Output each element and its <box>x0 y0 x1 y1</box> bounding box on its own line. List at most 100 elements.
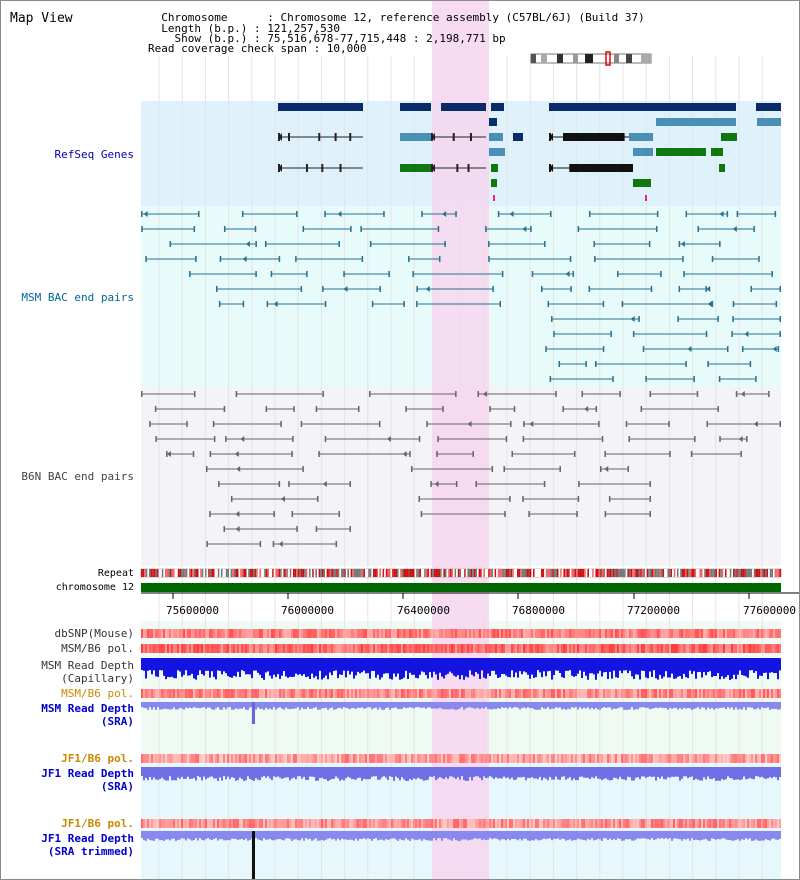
polymorphism-cell <box>195 754 197 763</box>
read-depth-bar <box>229 702 231 708</box>
read-depth-bar <box>731 702 733 708</box>
repeat-block <box>273 569 276 577</box>
read-depth-bar <box>383 831 385 841</box>
read-depth-bar <box>329 767 331 780</box>
msm-bac-pair-end <box>753 226 755 232</box>
read-depth-bar <box>587 658 589 680</box>
polymorphism-cell <box>237 689 239 698</box>
polymorphism-cell <box>671 819 673 828</box>
polymorphism-cell <box>481 689 483 698</box>
polymorphism-cell <box>141 754 143 763</box>
polymorphism-cell <box>361 689 363 698</box>
read-depth-bar <box>721 702 723 708</box>
repeat-block <box>728 569 730 577</box>
polymorphism-cell <box>199 689 201 698</box>
polymorphism-cell <box>233 689 235 698</box>
b6n-bac-pair-end <box>296 526 298 532</box>
repeat-block <box>193 569 196 577</box>
read-depth-bar <box>199 702 201 709</box>
read-depth-bar <box>483 767 485 777</box>
read-depth-bar <box>631 831 633 841</box>
read-depth-bar <box>691 831 693 839</box>
read-depth-bar <box>547 658 549 672</box>
polymorphism-cell <box>585 644 587 653</box>
repeat-block <box>688 569 690 577</box>
read-depth-bar <box>179 658 181 672</box>
polymorphism-cell <box>265 754 267 763</box>
read-depth-bar <box>709 767 711 779</box>
polymorphism-cell <box>757 644 759 653</box>
read-depth-bar <box>171 702 173 710</box>
polymorphism-cell <box>281 629 283 638</box>
polymorphism-cell <box>271 754 273 763</box>
read-depth-bar <box>703 767 705 778</box>
b6n-bac-pair-arrow <box>322 481 327 487</box>
repeat-block <box>587 569 589 577</box>
read-depth-bar <box>713 831 715 839</box>
polymorphism-cell <box>363 629 365 638</box>
read-depth-bar <box>535 767 537 779</box>
msm-bac-pair-arrow <box>337 211 342 217</box>
repeat-block <box>141 569 143 577</box>
polymorphism-cell <box>591 689 593 698</box>
polymorphism-cell <box>267 819 269 828</box>
read-depth-bar <box>743 831 745 840</box>
msm-bac-pair-end <box>350 226 352 232</box>
read-depth-bar <box>641 831 643 839</box>
read-depth-bar <box>389 658 391 679</box>
msm-bac-pair-arrow <box>143 211 148 217</box>
polymorphism-cell <box>587 689 589 698</box>
read-depth-bar <box>759 767 761 778</box>
read-depth-bar <box>467 702 469 708</box>
read-depth-bar <box>461 702 463 708</box>
polymorphism-cell <box>361 629 363 638</box>
polymorphism-cell <box>257 819 259 828</box>
read-depth-bar <box>295 831 297 840</box>
repeat-block <box>384 569 386 577</box>
polymorphism-cell <box>355 754 357 763</box>
polymorphism-cell <box>443 689 445 698</box>
polymorphism-cell <box>489 819 491 828</box>
polymorphism-cell <box>497 754 499 763</box>
polymorphism-cell <box>507 644 509 653</box>
read-depth-bar <box>205 831 207 839</box>
polymorphism-cell <box>637 689 639 698</box>
repeat-block <box>368 569 370 577</box>
read-depth-bar <box>747 767 749 779</box>
read-depth-bar <box>415 702 417 708</box>
polymorphism-cell <box>171 689 173 698</box>
repeat-block <box>302 569 305 577</box>
polymorphism-cell <box>261 819 263 828</box>
polymorphism-cell <box>357 819 359 828</box>
polymorphism-cell <box>627 644 629 653</box>
read-depth-bar <box>421 831 423 841</box>
repeat-block <box>621 569 623 577</box>
read-depth-bar <box>329 831 331 839</box>
polymorphism-cell <box>541 754 543 763</box>
polymorphism-cell <box>211 689 213 698</box>
polymorphism-cell <box>531 644 533 653</box>
polymorphism-cell <box>311 819 313 828</box>
read-depth-bar <box>453 831 455 839</box>
read-depth-bar <box>613 831 615 840</box>
read-depth-bar <box>601 831 603 841</box>
read-depth-bar <box>611 658 613 679</box>
read-depth-bar <box>519 767 521 778</box>
repeat-block <box>259 569 261 577</box>
polymorphism-cell <box>643 629 645 638</box>
polymorphism-cell <box>663 819 665 828</box>
polymorphism-cell <box>255 629 257 638</box>
polymorphism-cell <box>293 754 295 763</box>
read-depth-bar <box>389 702 391 710</box>
polymorphism-cell <box>345 819 347 828</box>
read-depth-bar <box>693 702 695 710</box>
polymorphism-cell <box>665 819 667 828</box>
polymorphism-cell <box>389 629 391 638</box>
read-depth-bar <box>585 702 587 709</box>
polymorphism-cell <box>697 819 699 828</box>
msm-bac-pair-end <box>777 346 780 352</box>
polymorphism-cell <box>711 689 713 698</box>
refseq-gene-exon <box>469 133 472 141</box>
